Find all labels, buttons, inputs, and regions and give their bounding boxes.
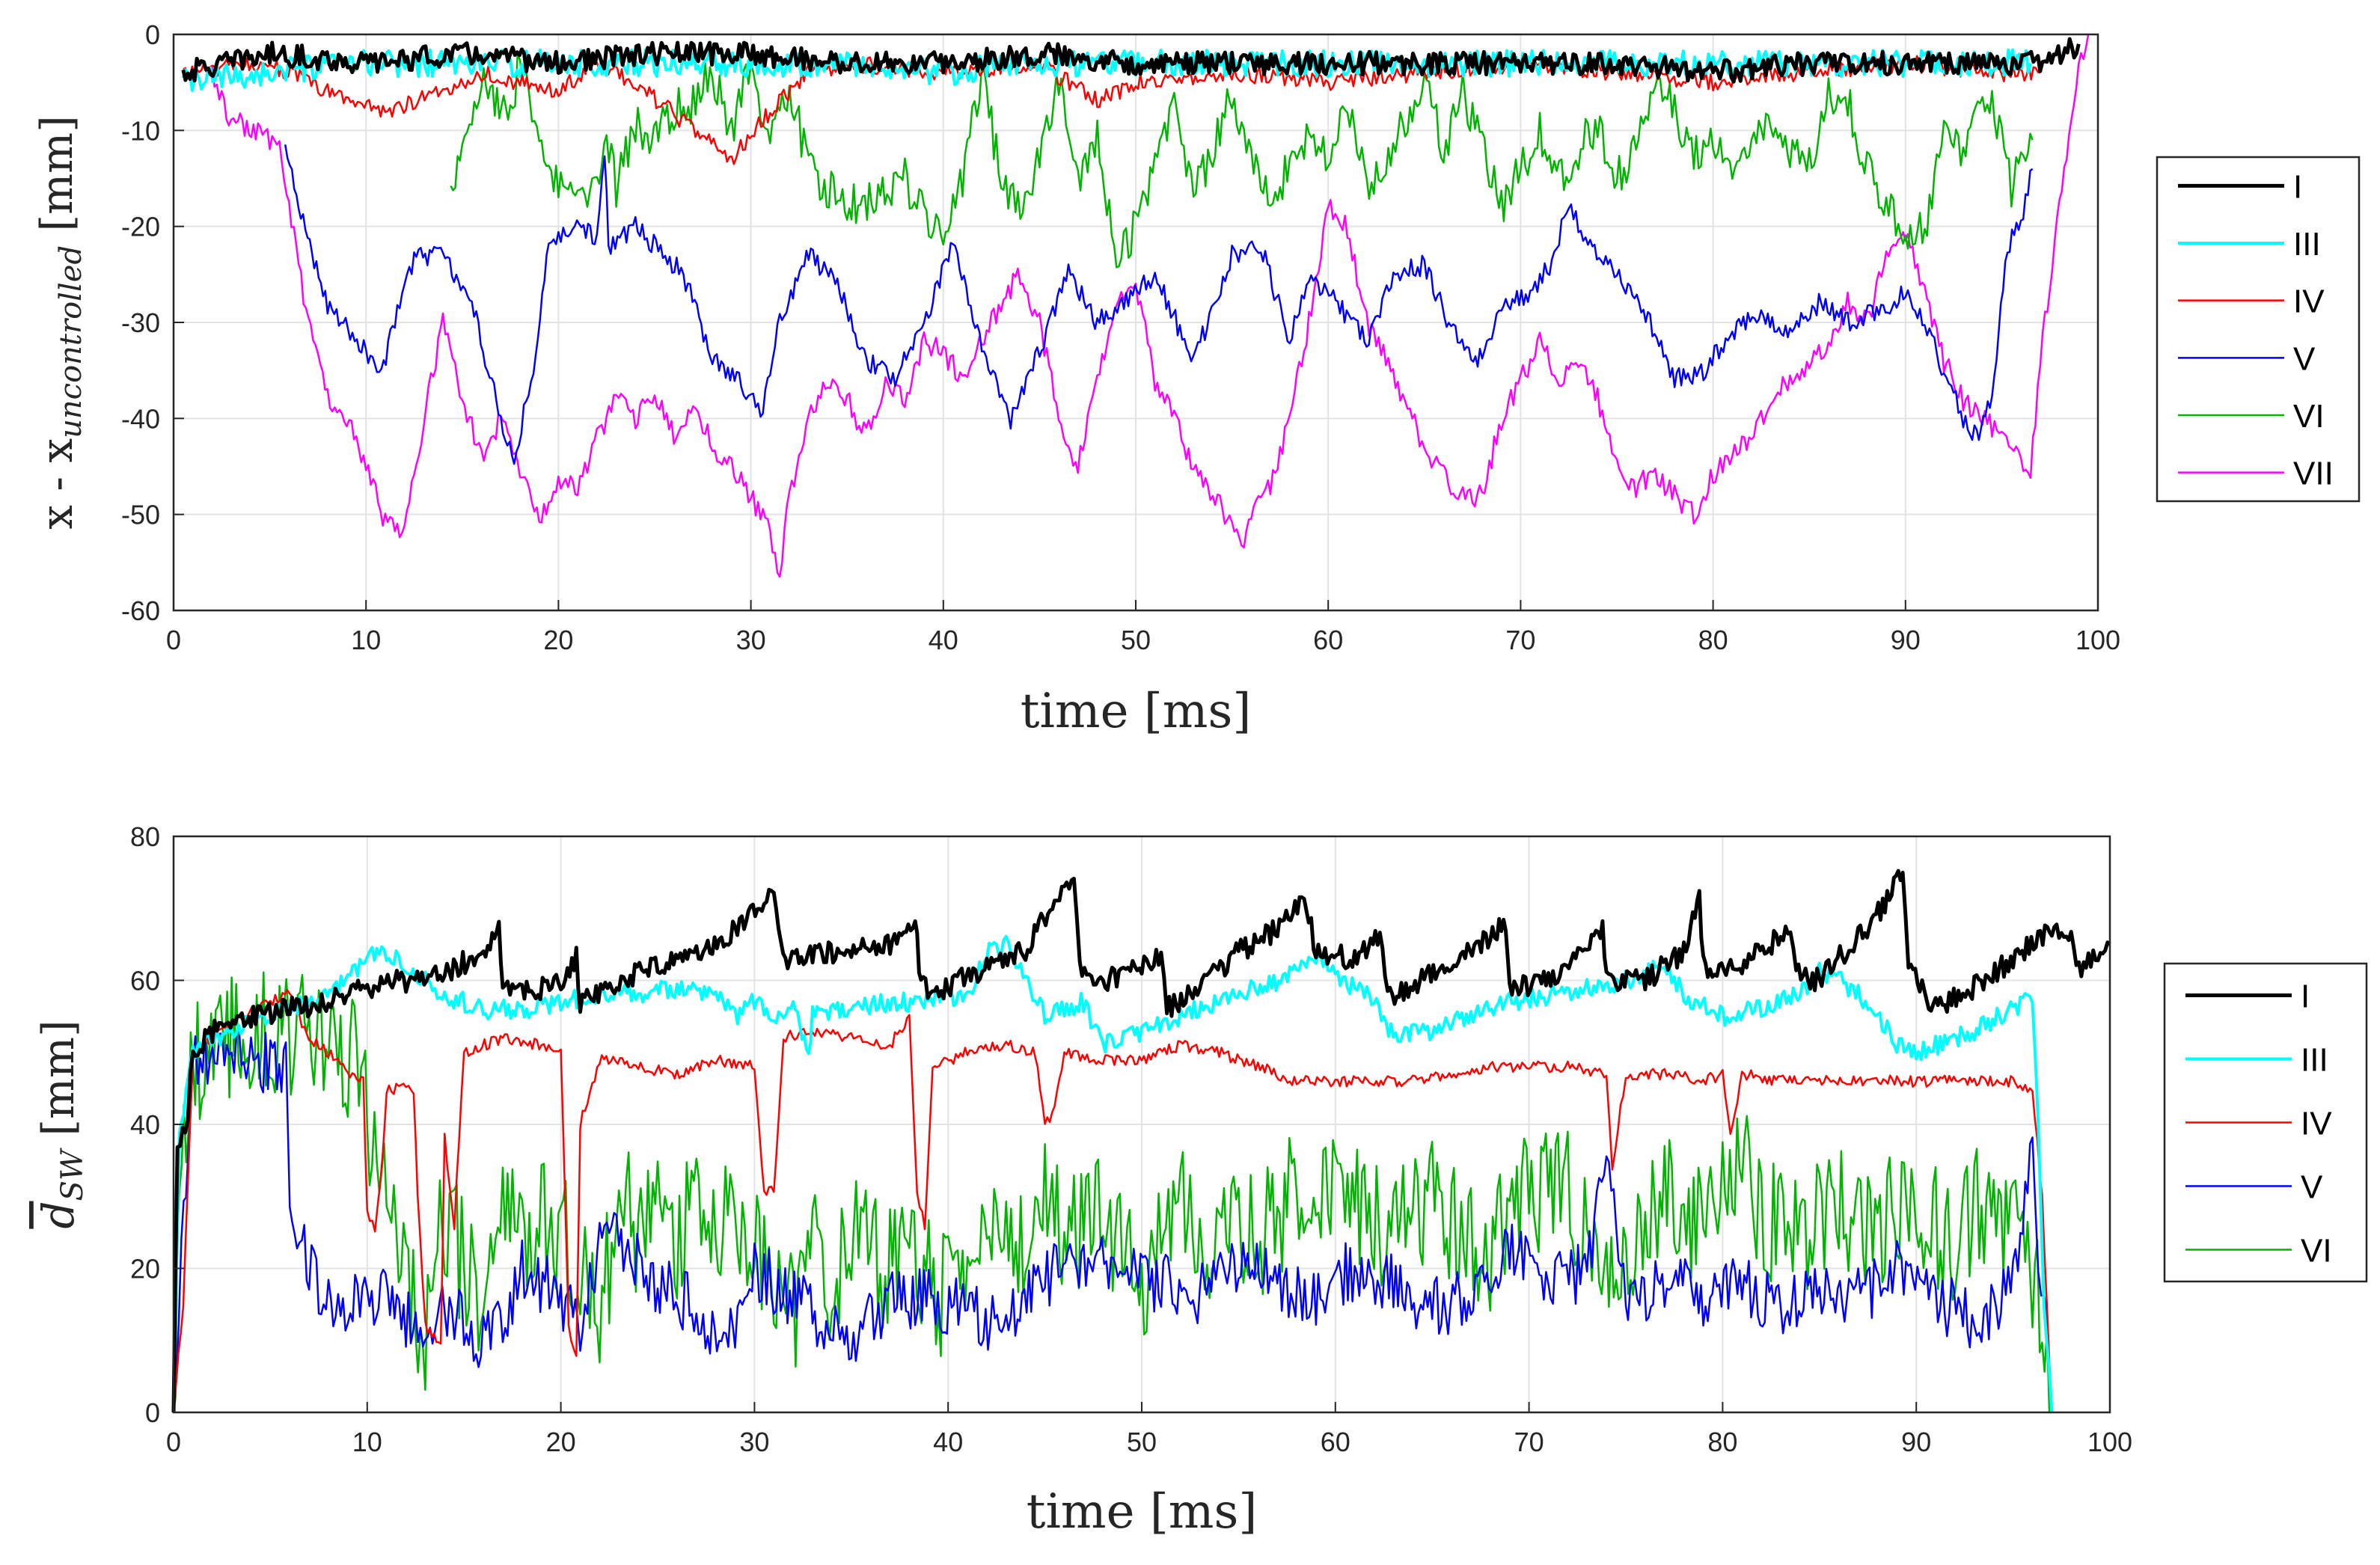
bottom-x-tick-label: 100 [2087, 1427, 2132, 1457]
top-x-tick-labels: 0 10 20 30 40 50 60 70 80 90 100 [166, 600, 2120, 655]
bottom-y-tick-label: 20 [130, 1254, 160, 1284]
bottom-x-tick-label: 50 [1127, 1427, 1157, 1457]
bottom-series-line-IV [172, 989, 2053, 1413]
top-x-tick-label: 100 [2075, 625, 2120, 655]
bottom-x-tick-label: 30 [739, 1427, 769, 1457]
bottom-x-tick-label: 0 [166, 1427, 181, 1457]
top-legend-label-III: III [2293, 226, 2321, 263]
bottom-x-axis-label: time [ms] [1027, 1484, 1258, 1540]
top-y-tick-label: 0 [145, 19, 160, 50]
bottom-legend-label-VI: VI [2301, 1233, 2332, 1270]
bottom-legend-label-III: III [2301, 1042, 2328, 1079]
top-x-tick-label: 90 [1891, 625, 1921, 655]
top-y-tick-label: -10 [121, 115, 160, 146]
top-x-axis-label: time [ms] [1021, 684, 1252, 739]
top-series-line-VII [211, 34, 2090, 578]
bottom-series-line-V [172, 1024, 2053, 1413]
bottom-series-line-III [172, 934, 2054, 1413]
top-y-tick-label: -50 [121, 500, 160, 530]
top-y-label-subscript: uncontrolled [54, 245, 88, 438]
top-x-tick-label: 30 [736, 625, 766, 655]
bottom-series-line-VI [172, 971, 2052, 1414]
top-grid [173, 34, 2099, 611]
top-x-tick-label: 70 [1505, 625, 1535, 655]
bottom-y-tick-label: 40 [130, 1109, 160, 1140]
bottom-y-tick-label: 80 [130, 821, 160, 852]
top-y-label-prefix: x - x [31, 438, 82, 530]
bottom-series-layer [171, 869, 2111, 1414]
top-x-tick-label: 60 [1313, 625, 1343, 655]
top-y-tick-label: -30 [121, 307, 160, 338]
bottom-chart: 0 10 20 30 40 50 60 70 80 90 100 0 20 40 60 80 time [m… [33, 821, 2368, 1540]
top-series-layer [181, 34, 2090, 578]
bottom-x-tick-label: 60 [1321, 1427, 1350, 1457]
bottom-x-tick-label: 70 [1514, 1427, 1544, 1457]
top-y-tick-label: -40 [121, 403, 160, 434]
top-series-line-V [284, 144, 2034, 465]
bottom-y-tick-labels: 0 20 40 60 80 [130, 821, 184, 1428]
top-legend-label-VII: VII [2293, 456, 2334, 492]
top-legend-label-I: I [2293, 168, 2302, 205]
top-y-tick-label: -20 [121, 212, 160, 242]
top-y-tick-label: -60 [121, 595, 160, 626]
top-chart: 0 10 20 30 40 50 60 70 80 90 100 0 -10 -20 -30 -40 -50 -… [31, 19, 2361, 739]
top-legend-box [2156, 156, 2361, 503]
bottom-y-tick-label: 60 [130, 966, 160, 996]
bottom-x-tick-label: 20 [546, 1427, 576, 1457]
top-x-tick-label: 80 [1698, 625, 1728, 655]
top-legend-label-VI: VI [2293, 398, 2325, 435]
bottom-y-label-subscript: SW [55, 1148, 90, 1201]
top-series-line-VI [450, 53, 2034, 269]
bottom-y-label-units: [mm] [33, 1020, 84, 1150]
top-series-line-III [181, 48, 2032, 92]
top-y-label-units: [mm] [31, 115, 82, 245]
top-y-axis-label: x - xuncontrolled [mm] [31, 115, 88, 530]
bottom-y-tick-label: 0 [145, 1397, 160, 1428]
top-x-tick-label: 40 [929, 625, 958, 655]
bottom-legend-label-I: I [2301, 978, 2310, 1015]
bottom-legend-label-V: V [2301, 1169, 2323, 1206]
bottom-x-tick-label: 80 [1707, 1427, 1737, 1457]
top-x-tick-label: 50 [1121, 625, 1151, 655]
top-x-tick-label: 10 [351, 625, 381, 655]
bottom-legend-label-IV: IV [2301, 1106, 2332, 1142]
top-legend-label-V: V [2293, 340, 2316, 377]
top-series-line-I [181, 37, 2081, 84]
bottom-x-tick-label: 10 [352, 1427, 382, 1457]
top-series-line-IV [183, 54, 2041, 165]
bottom-x-tick-labels: 0 10 20 30 40 50 60 70 80 90 100 [166, 1402, 2132, 1457]
bottom-series-line-I [171, 869, 2111, 1413]
bottom-y-label-prefix: d [33, 1201, 84, 1229]
top-y-tick-labels: 0 -10 -20 -30 -40 -50 -60 [121, 19, 184, 626]
bottom-y-axis-label: dSW [mm] [33, 1020, 90, 1228]
top-x-tick-label: 20 [543, 625, 573, 655]
top-x-tick-label: 0 [166, 625, 181, 655]
top-legend-label-IV: IV [2293, 284, 2325, 320]
bottom-x-tick-label: 90 [1901, 1427, 1931, 1457]
bottom-x-tick-label: 40 [933, 1427, 963, 1457]
